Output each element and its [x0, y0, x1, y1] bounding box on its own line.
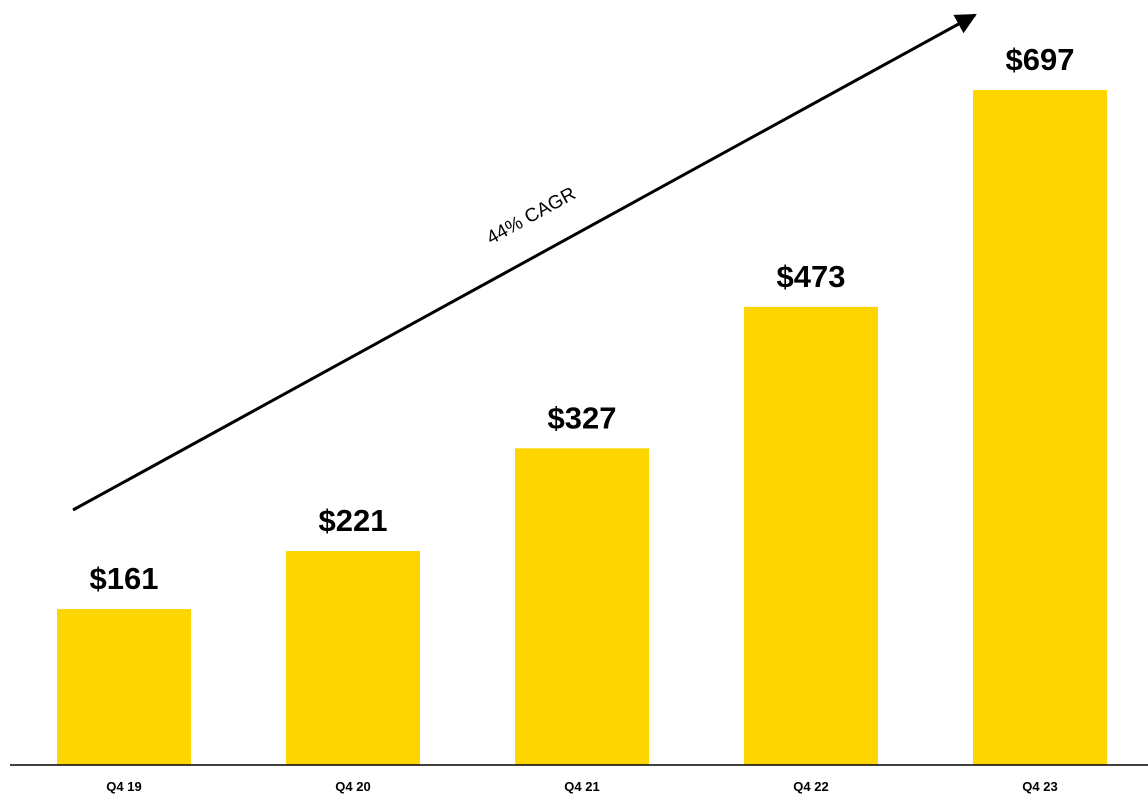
bar-q4-20	[286, 551, 420, 765]
data-label: $221	[319, 503, 388, 538]
bars-layer	[57, 90, 1107, 765]
x-tick-label: Q4 21	[564, 779, 599, 794]
x-axis-ticks-layer: Q4 19 Q4 20 Q4 21 Q4 22 Q4 23	[106, 779, 1057, 794]
data-label: $697	[1006, 42, 1075, 77]
data-label: $473	[777, 259, 846, 294]
bar-q4-19	[57, 609, 191, 765]
data-label: $161	[90, 561, 159, 596]
value-labels-layer: $161 $221 $327 $473 $697	[90, 42, 1075, 596]
bar-q4-21	[515, 448, 649, 765]
x-tick-label: Q4 19	[106, 779, 141, 794]
cagr-arrow	[72, 13, 977, 512]
data-label: $327	[548, 400, 617, 435]
bar-q4-22	[744, 306, 878, 765]
x-tick-label: Q4 20	[335, 779, 370, 794]
x-tick-label: Q4 22	[793, 779, 828, 794]
bar-q4-23	[973, 90, 1107, 765]
x-tick-label: Q4 23	[1022, 779, 1057, 794]
